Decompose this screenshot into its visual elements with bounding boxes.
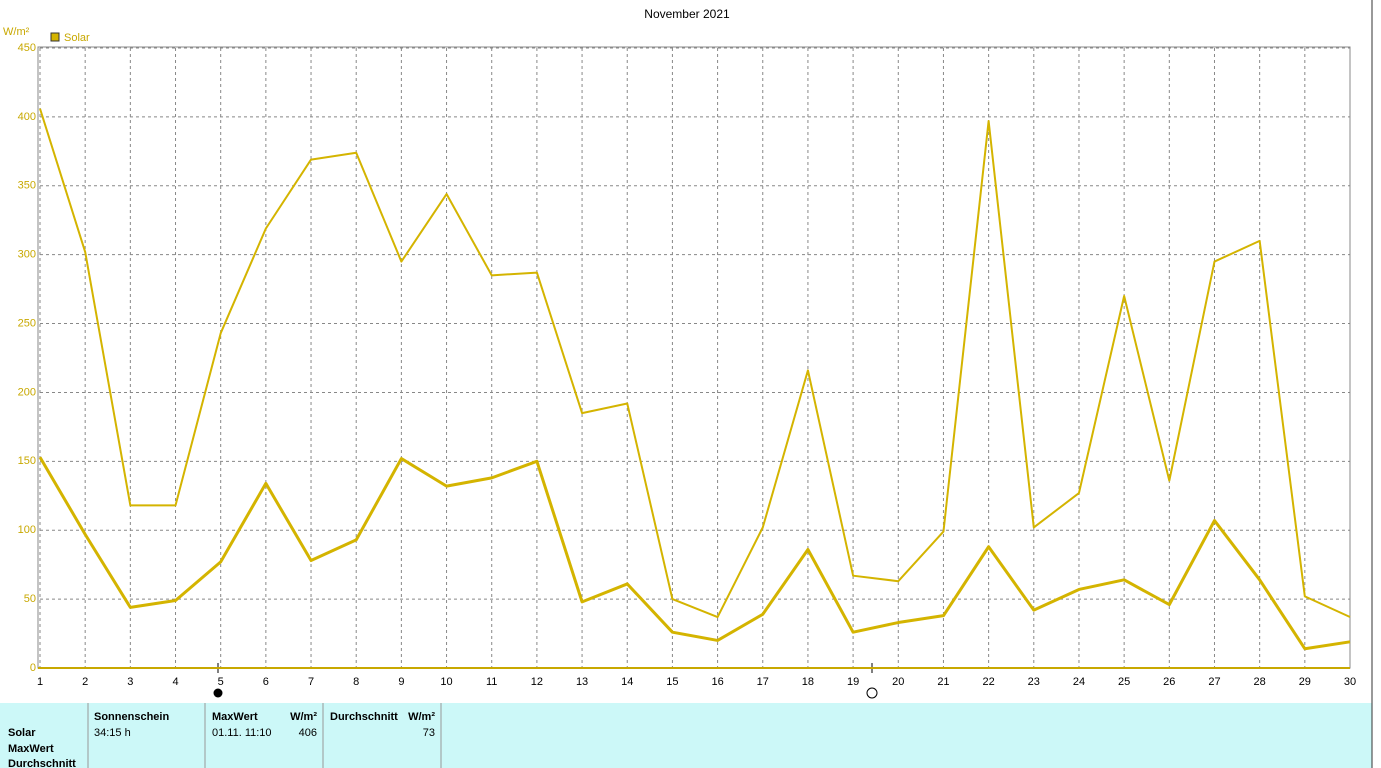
x-tick-label: 26 — [1163, 676, 1175, 688]
y-tick-label: 350 — [18, 180, 36, 192]
line-series — [39, 108, 1351, 619]
full-moon-icon — [866, 687, 878, 699]
legend-swatch — [50, 32, 60, 42]
plot-frame — [37, 46, 1351, 669]
row-label: MaxWert — [8, 743, 54, 755]
x-tick-label: 21 — [937, 676, 949, 688]
x-tick-label: 9 — [398, 676, 404, 688]
cell: 01.11. 11:10 — [212, 727, 272, 739]
x-tick-label: 17 — [757, 676, 769, 688]
cell: 406 — [299, 727, 317, 739]
row-label: Solar — [8, 727, 36, 739]
column-header: Durchschnitt — [330, 711, 398, 723]
column-header: Sonnenschein — [94, 711, 169, 723]
x-tick-label: 25 — [1118, 676, 1130, 688]
x-tick-label: 3 — [127, 676, 133, 688]
column-header: MaxWert — [212, 711, 258, 723]
x-tick-label: 24 — [1073, 676, 1085, 688]
y-tick-label: 200 — [18, 386, 36, 398]
x-tick-label: 20 — [892, 676, 904, 688]
summary-panel — [0, 703, 1372, 768]
x-tick-label: 19 — [847, 676, 859, 688]
x-tick-label: 7 — [308, 676, 314, 688]
x-tick-label: 4 — [172, 676, 178, 688]
line-series — [38, 456, 1351, 651]
y-tick-label: 100 — [18, 524, 36, 536]
x-tick-label: 23 — [1028, 676, 1040, 688]
y-tick-label: 400 — [18, 111, 36, 123]
x-tick-label: 11 — [486, 676, 497, 688]
y-axis-label: W/m² — [3, 26, 30, 38]
x-tick-label: 2 — [82, 676, 88, 688]
x-tick-label: 30 — [1344, 676, 1356, 688]
x-tick-label: 22 — [982, 676, 994, 688]
x-tick-label: 16 — [711, 676, 723, 688]
y-tick-label: 150 — [18, 455, 36, 467]
row-label: Durchschnitt — [8, 758, 76, 768]
chart-title: November 2021 — [644, 7, 730, 21]
y-tick-label: 0 — [30, 662, 36, 674]
x-tick-label: 14 — [621, 676, 633, 688]
y-tick-label: 50 — [24, 593, 36, 605]
x-tick-label: 18 — [802, 676, 814, 688]
x-tick-label: 13 — [576, 676, 588, 688]
y-tick-label: 300 — [18, 249, 36, 261]
cell: 34:15 h — [94, 727, 131, 739]
column-unit: W/m² — [408, 711, 435, 723]
x-tick-label: 5 — [218, 676, 224, 688]
y-tick-label: 250 — [18, 317, 36, 329]
x-tick-label: 1 — [37, 676, 43, 688]
cell: 73 — [423, 727, 435, 739]
x-tick-label: 28 — [1254, 676, 1266, 688]
legend-label: Solar — [64, 32, 90, 44]
x-tick-label: 10 — [440, 676, 452, 688]
x-tick-label: 27 — [1208, 676, 1220, 688]
x-tick-label: 8 — [353, 676, 359, 688]
y-tick-label: 450 — [18, 42, 36, 54]
column-unit: W/m² — [290, 711, 317, 723]
x-tick-label: 15 — [666, 676, 678, 688]
x-tick-label: 29 — [1299, 676, 1311, 688]
x-tick-label: 12 — [531, 676, 543, 688]
x-tick-label: 6 — [263, 676, 269, 688]
new-moon-icon — [213, 688, 223, 698]
